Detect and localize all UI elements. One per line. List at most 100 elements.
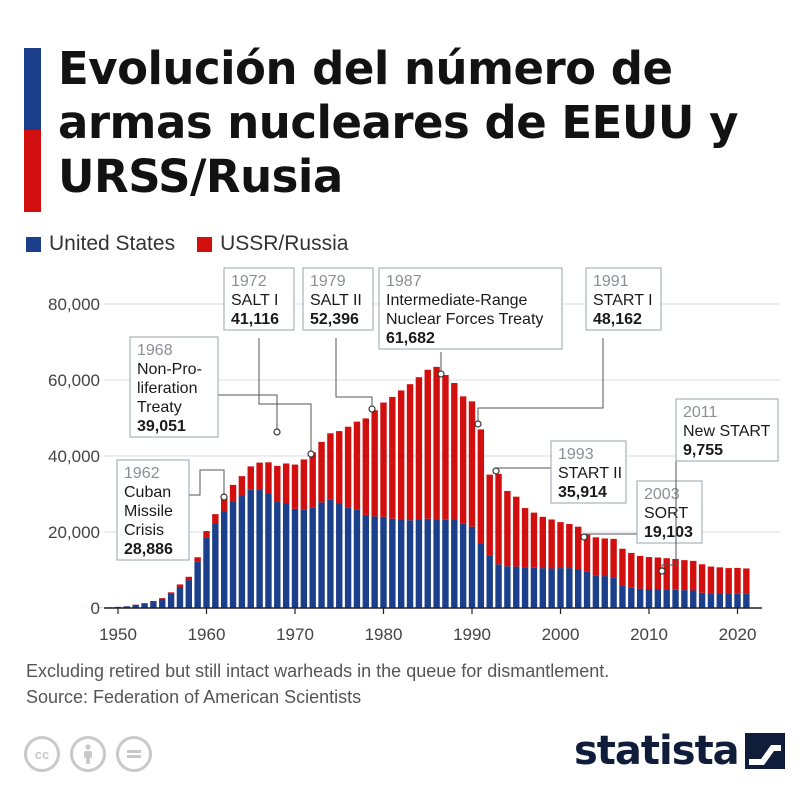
y-tick-label: 80,000 [48, 295, 100, 314]
annotation-year: 1972 [231, 273, 267, 290]
bar-us [398, 519, 405, 608]
annotation-label: SORT [644, 505, 688, 522]
annotation-year: 1991 [593, 273, 629, 290]
annotation-year: 1987 [386, 273, 422, 290]
bar-ussr [424, 369, 431, 519]
annotation-1993: 1993 START II 35,914 [492, 440, 627, 504]
bar-us [690, 590, 697, 608]
legend-item-ussr: USSR/Russia [197, 232, 348, 256]
bar-ussr [203, 531, 210, 538]
annotation-box [675, 398, 779, 462]
bar-ussr [628, 552, 635, 588]
person-icon[interactable] [70, 736, 106, 772]
bar-us [442, 519, 449, 608]
x-tick-label: 1960 [188, 625, 226, 644]
bar-us [185, 580, 192, 608]
license-icons: cc [24, 736, 162, 772]
bar-us [415, 519, 423, 608]
bar-ussr [486, 474, 493, 556]
bar-us [672, 589, 679, 608]
bar-us [159, 598, 166, 608]
bar-ussr [601, 538, 608, 577]
y-tick-label: 20,000 [48, 523, 100, 542]
bar-ussr [592, 537, 600, 576]
annotation-label: Missile [124, 503, 173, 520]
bar-ussr [389, 396, 396, 519]
annotation-box [585, 267, 662, 331]
bar-ussr [583, 534, 591, 572]
bar-us [743, 593, 750, 608]
annotation-label: liferation [137, 380, 197, 397]
bar-us [282, 503, 290, 608]
bar-us [167, 593, 175, 608]
bar-us [265, 494, 272, 608]
bar-ussr [300, 459, 308, 510]
bar-us [451, 519, 458, 608]
annotation-value: 48,162 [593, 311, 642, 328]
annotations: 1962 Cuban Missile Crisis 28,886 1968 Non-Pro-… [116, 267, 779, 575]
statista-logo[interactable]: statista [574, 728, 785, 774]
bar-us [504, 566, 511, 608]
bar-us [380, 516, 387, 608]
annotation-box [550, 440, 627, 504]
bar-ussr [282, 463, 290, 504]
annotation-leader [477, 338, 604, 424]
y-tick-label: 60,000 [48, 371, 100, 390]
bar-ussr [176, 584, 184, 587]
bar-ussr [433, 366, 440, 520]
bar-us [486, 555, 493, 608]
y-tick-label: 0 [91, 599, 100, 618]
bar-ussr [495, 473, 502, 565]
bar-us [300, 509, 308, 608]
bar-ussr [557, 522, 564, 569]
bar-us [477, 543, 485, 608]
annotation-year: 1993 [558, 446, 594, 463]
bar-ussr [318, 441, 325, 503]
bar-ussr [150, 600, 157, 602]
bar-ussr [619, 548, 626, 586]
bar-us [309, 507, 316, 608]
bar-us [636, 588, 644, 608]
y-tick-label: 40,000 [48, 447, 100, 466]
cc-icon[interactable]: cc [24, 736, 60, 772]
x-tick-label: 1950 [99, 625, 137, 644]
annotation-leader [335, 338, 373, 409]
legend-label-ussr: USSR/Russia [220, 232, 349, 255]
annotation-1972: 1972 SALT I 41,116 [223, 267, 315, 458]
annotation-marker [273, 428, 281, 436]
annotation-leader [218, 394, 278, 432]
bar-us [247, 489, 254, 608]
bar-us [592, 575, 600, 608]
annotation-label: START II [558, 465, 622, 482]
annotation-label: Non-Pro- [137, 361, 202, 378]
bar-us [327, 499, 334, 608]
bar-ussr [451, 383, 458, 520]
annotation-value: 9,755 [683, 442, 723, 459]
annotation-year: 2011 [683, 404, 718, 421]
equals-icon[interactable] [116, 736, 152, 772]
bar-us [459, 523, 467, 608]
accent-blue [24, 48, 41, 130]
x-tick-label: 1990 [453, 625, 491, 644]
bar-ussr [468, 401, 476, 527]
bar-us [371, 516, 378, 608]
bar-ussr [521, 508, 529, 568]
x-tick-label: 2010 [630, 625, 668, 644]
bar-us [575, 570, 582, 608]
annotation-1962: 1962 Cuban Missile Crisis 28,886 [116, 459, 228, 561]
bar-ussr [548, 519, 555, 569]
annotation-value: 28,886 [124, 541, 173, 558]
bar-ussr [185, 576, 192, 581]
accent-red [24, 130, 41, 212]
bar-ussr [291, 464, 299, 509]
annotation-marker [220, 493, 228, 501]
bar-us [141, 603, 148, 608]
bar-ussr [610, 538, 617, 578]
bar-us [362, 514, 369, 608]
bar-us [583, 571, 591, 608]
bar-ussr [247, 466, 254, 490]
bar-us [645, 589, 653, 608]
annotation-value: 19,103 [644, 524, 693, 541]
brand-wordmark: statista [574, 728, 740, 774]
